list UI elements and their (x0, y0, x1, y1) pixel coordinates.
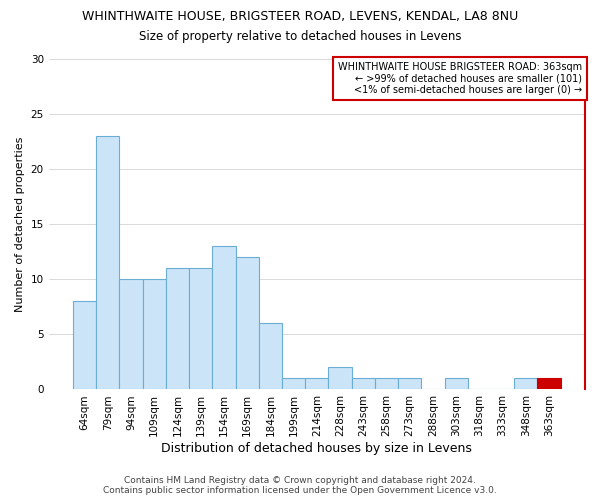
Text: WHINTHWAITE HOUSE, BRIGSTEER ROAD, LEVENS, KENDAL, LA8 8NU: WHINTHWAITE HOUSE, BRIGSTEER ROAD, LEVEN… (82, 10, 518, 23)
Bar (282, 378, 305, 390)
Y-axis label: Number of detached properties: Number of detached properties (15, 136, 25, 312)
Bar (73, 302, 96, 390)
Bar (514, 378, 538, 390)
Bar (375, 378, 398, 390)
Bar (236, 258, 259, 390)
Text: Contains HM Land Registry data © Crown copyright and database right 2024.
Contai: Contains HM Land Registry data © Crown c… (103, 476, 497, 495)
X-axis label: Distribution of detached houses by size in Levens: Distribution of detached houses by size … (161, 442, 472, 455)
Bar (143, 280, 166, 390)
Bar (352, 378, 375, 390)
Bar (445, 378, 468, 390)
Bar (96, 136, 119, 390)
Bar (259, 324, 282, 390)
Bar (166, 268, 189, 390)
Bar (212, 246, 236, 390)
Bar (119, 280, 143, 390)
Bar (398, 378, 421, 390)
Bar (538, 378, 560, 390)
Bar (305, 378, 328, 390)
Bar (189, 268, 212, 390)
Text: Size of property relative to detached houses in Levens: Size of property relative to detached ho… (139, 30, 461, 43)
Bar (328, 368, 352, 390)
Text: WHINTHWAITE HOUSE BRIGSTEER ROAD: 363sqm
← >99% of detached houses are smaller (: WHINTHWAITE HOUSE BRIGSTEER ROAD: 363sqm… (338, 62, 582, 95)
